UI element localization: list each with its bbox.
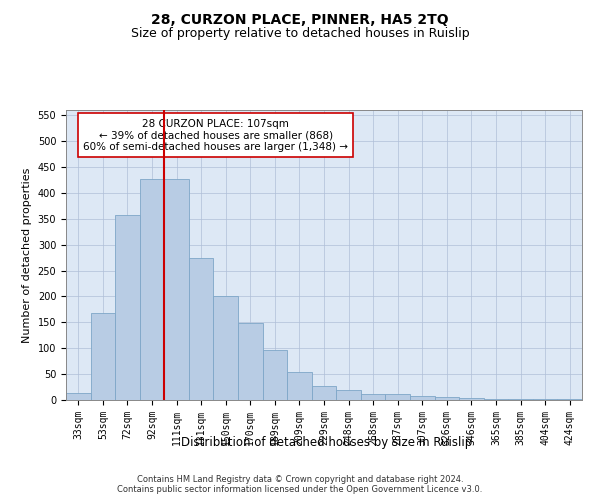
Bar bbox=[115, 214, 140, 400]
Bar bbox=[385, 394, 410, 400]
Text: Size of property relative to detached houses in Ruislip: Size of property relative to detached ho… bbox=[131, 28, 469, 40]
Bar bbox=[66, 394, 91, 400]
Bar bbox=[361, 394, 385, 400]
Bar bbox=[91, 313, 115, 400]
Text: Contains HM Land Registry data © Crown copyright and database right 2024.: Contains HM Land Registry data © Crown c… bbox=[137, 476, 463, 484]
Bar bbox=[434, 398, 459, 400]
Bar bbox=[410, 396, 434, 400]
Bar bbox=[189, 258, 214, 400]
Text: 28, CURZON PLACE, PINNER, HA5 2TQ: 28, CURZON PLACE, PINNER, HA5 2TQ bbox=[151, 12, 449, 26]
Text: 28 CURZON PLACE: 107sqm
← 39% of detached houses are smaller (868)
60% of semi-d: 28 CURZON PLACE: 107sqm ← 39% of detache… bbox=[83, 118, 348, 152]
Bar bbox=[459, 398, 484, 400]
Bar bbox=[336, 390, 361, 400]
Bar bbox=[140, 179, 164, 400]
Bar bbox=[263, 350, 287, 400]
Bar bbox=[508, 399, 533, 400]
Text: Contains public sector information licensed under the Open Government Licence v3: Contains public sector information licen… bbox=[118, 486, 482, 494]
Y-axis label: Number of detached properties: Number of detached properties bbox=[22, 168, 32, 342]
Bar bbox=[484, 399, 508, 400]
Text: Distribution of detached houses by size in Ruislip: Distribution of detached houses by size … bbox=[181, 436, 473, 449]
Bar bbox=[312, 386, 336, 400]
Bar bbox=[557, 399, 582, 400]
Bar bbox=[164, 179, 189, 400]
Bar bbox=[238, 324, 263, 400]
Bar bbox=[287, 372, 312, 400]
Bar bbox=[214, 296, 238, 400]
